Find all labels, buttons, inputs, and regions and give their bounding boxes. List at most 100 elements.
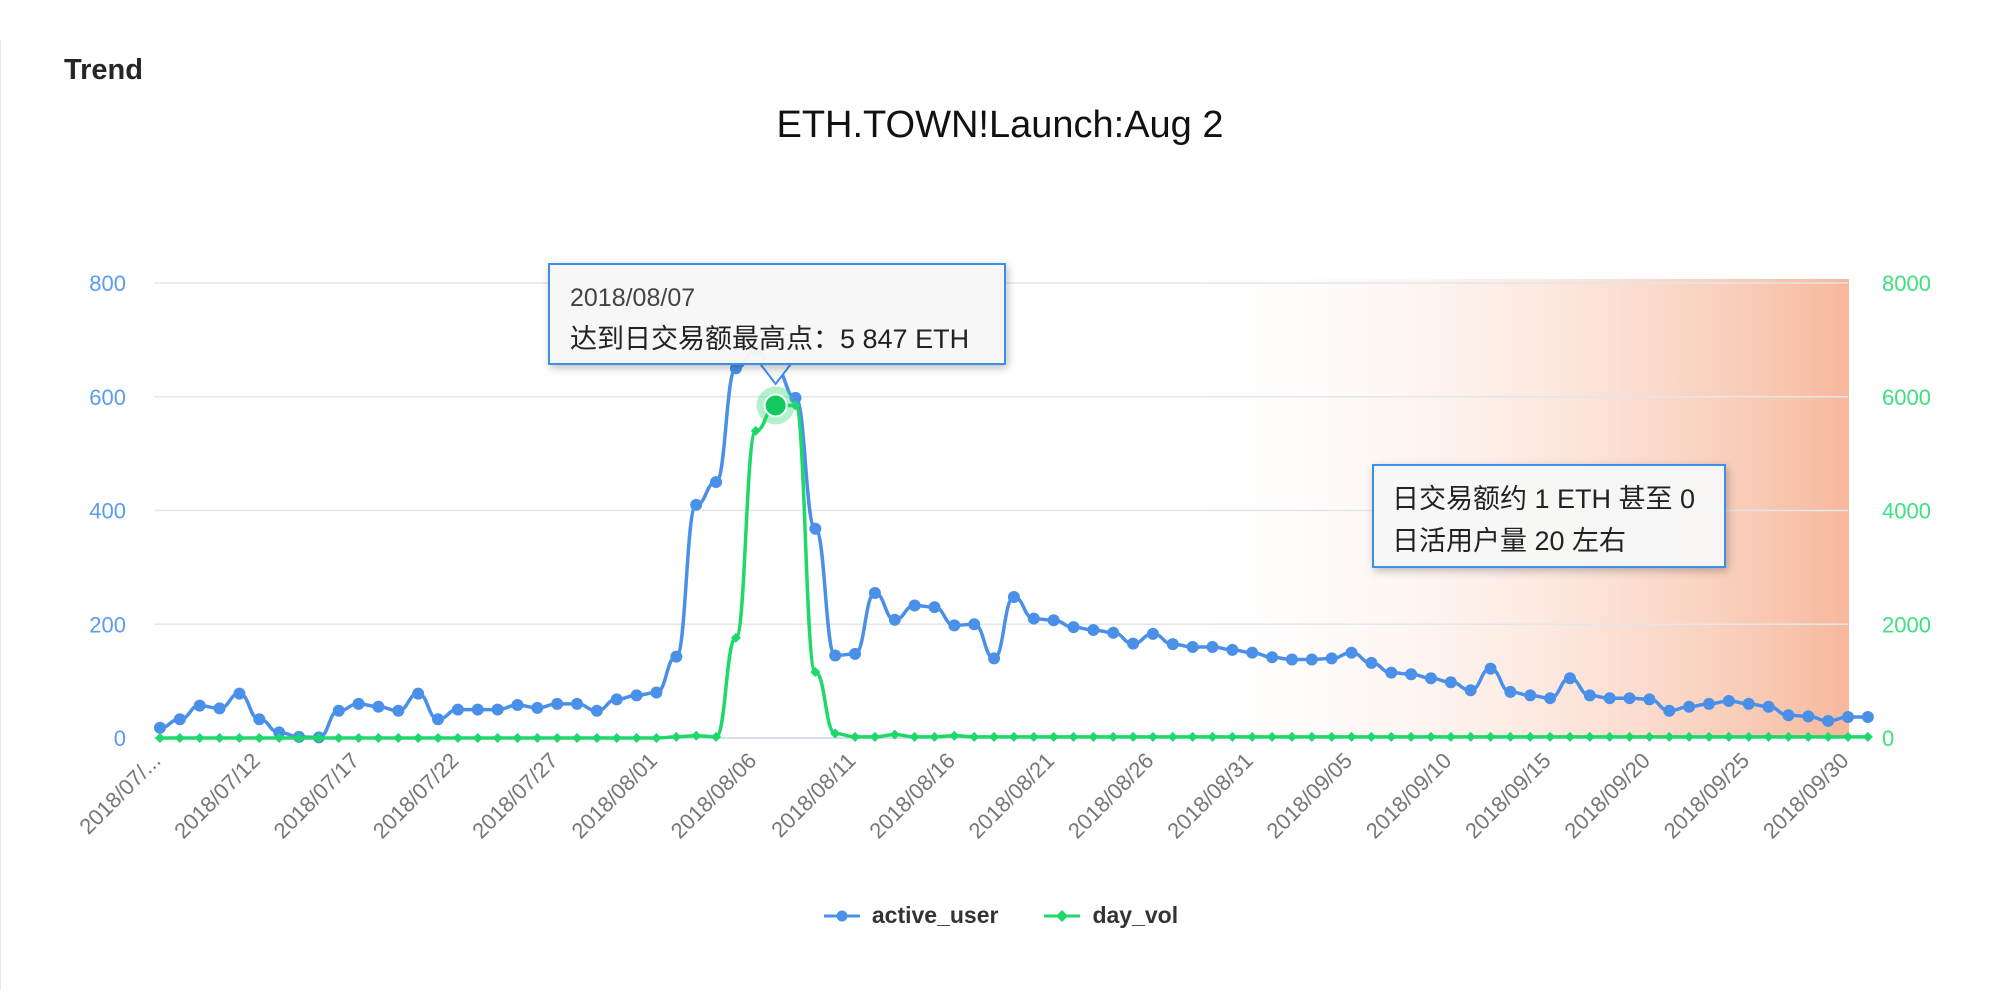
data-point — [1485, 731, 1496, 742]
data-point — [1068, 731, 1079, 742]
tail-tooltip-line2: 日活用户量 20 左右 — [1392, 526, 1627, 556]
data-point — [214, 733, 225, 743]
data-point — [1703, 731, 1714, 742]
data-point — [1306, 731, 1317, 742]
data-point — [1783, 731, 1794, 742]
data-point — [1167, 731, 1178, 742]
data-point — [353, 733, 364, 743]
right-tick-label: 4000 — [1882, 499, 1931, 524]
data-point — [1563, 672, 1576, 685]
data-point — [572, 733, 583, 743]
legend: active_user day_vol — [0, 902, 2000, 929]
data-point — [253, 713, 266, 726]
data-point — [1285, 653, 1298, 666]
data-point — [1603, 692, 1616, 705]
tail-tooltip: 日交易额约 1 ETH 甚至 0 日活用户量 20 左右 — [1372, 464, 1726, 568]
data-point — [850, 731, 861, 742]
data-point — [1266, 651, 1279, 664]
x-tick-label: 2018/09/05 — [1262, 748, 1358, 844]
legend-item-active-user[interactable]: active_user — [822, 902, 998, 929]
x-tick-label: 2018/07/27 — [467, 748, 563, 844]
chart-title: ETH.TOWN!Launch:Aug 2 — [776, 104, 1224, 146]
data-point — [1564, 731, 1575, 742]
data-point — [1544, 692, 1557, 705]
data-point — [1027, 612, 1040, 625]
data-point — [1406, 731, 1417, 742]
data-point — [610, 693, 623, 706]
data-point — [1742, 697, 1755, 710]
data-point — [1146, 627, 1159, 640]
data-point — [1445, 731, 1456, 742]
right-tick-label: 8000 — [1882, 271, 1931, 296]
data-point — [929, 731, 940, 742]
data-point — [670, 650, 683, 663]
data-point — [1247, 731, 1258, 742]
data-point — [1723, 731, 1734, 742]
data-point — [1186, 641, 1199, 653]
right-tick-label: 2000 — [1882, 612, 1931, 637]
legend-swatch-day-vol — [1044, 909, 1081, 922]
data-point — [710, 476, 723, 489]
data-point — [949, 730, 960, 741]
data-point — [729, 362, 742, 375]
data-point — [1286, 731, 1297, 742]
data-point — [1782, 709, 1795, 722]
data-point — [1861, 710, 1874, 723]
data-point — [173, 713, 186, 726]
data-point — [1524, 689, 1537, 702]
x-tick-label: 2018/07/... — [74, 748, 165, 839]
data-point — [651, 733, 662, 743]
data-point — [969, 731, 980, 742]
data-point — [511, 699, 524, 712]
data-point — [1663, 704, 1676, 717]
data-point — [1346, 731, 1357, 742]
data-point — [650, 686, 663, 699]
data-point — [1088, 731, 1099, 742]
data-point — [1365, 656, 1378, 669]
x-tick-label: 2018/08/01 — [566, 748, 662, 844]
data-point — [1187, 731, 1198, 742]
data-point — [1008, 731, 1019, 742]
x-tick-label: 2018/08/26 — [1063, 748, 1159, 844]
data-point — [1267, 731, 1278, 742]
data-point — [1823, 731, 1834, 742]
data-point — [1226, 643, 1239, 656]
panel-title: Trend — [64, 54, 143, 86]
data-point — [452, 733, 463, 743]
data-point — [552, 733, 563, 743]
data-point — [690, 498, 703, 511]
data-point — [372, 700, 385, 713]
data-point — [492, 733, 503, 743]
data-point — [789, 391, 802, 404]
data-point — [1664, 731, 1675, 742]
data-point — [1067, 621, 1080, 634]
data-point — [1684, 731, 1695, 742]
data-point — [333, 733, 344, 743]
x-tick-label: 2018/07/22 — [368, 748, 464, 844]
x-tick-label: 2018/07/12 — [169, 748, 265, 844]
data-point — [433, 733, 444, 743]
data-point — [413, 733, 424, 743]
legend-item-day-vol[interactable]: day_vol — [1042, 902, 1178, 929]
data-point — [551, 697, 564, 710]
peak-marker — [763, 393, 788, 418]
data-point — [1127, 637, 1140, 650]
data-point — [393, 733, 404, 743]
x-tick-label: 2018/08/11 — [766, 748, 860, 842]
peak-tooltip-text: 达到日交易额最高点：5 847 ETH — [570, 324, 970, 354]
data-point — [928, 601, 941, 614]
data-point — [471, 703, 484, 716]
left-axis-ticks: 0 200 400 600 800 — [89, 271, 126, 751]
data-point — [1763, 731, 1774, 742]
data-point — [1584, 731, 1595, 742]
data-point — [829, 649, 842, 662]
data-point — [1246, 646, 1259, 659]
data-point — [1484, 662, 1497, 675]
data-point — [1007, 590, 1020, 603]
x-axis: 2018/07/... 2018/07/12 2018/07/17 2018/07/2… — [74, 748, 1853, 844]
data-point — [194, 733, 205, 743]
data-point — [1504, 685, 1517, 698]
data-point — [1206, 641, 1219, 653]
data-point — [1207, 731, 1218, 742]
data-point — [631, 733, 642, 743]
